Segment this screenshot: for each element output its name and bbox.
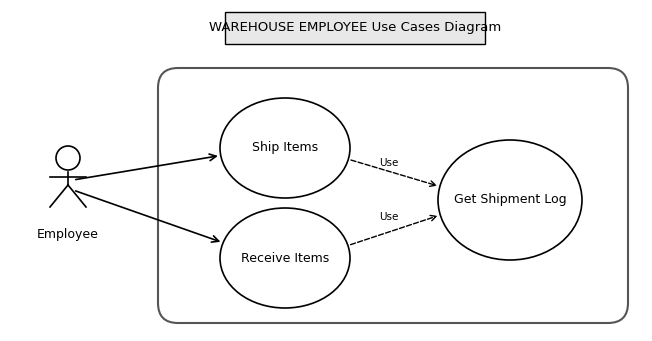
Ellipse shape xyxy=(438,140,582,260)
FancyBboxPatch shape xyxy=(225,12,485,44)
Text: Employee: Employee xyxy=(37,228,99,241)
Text: WAREHOUSE EMPLOYEE Use Cases Diagram: WAREHOUSE EMPLOYEE Use Cases Diagram xyxy=(209,21,501,34)
Text: Ship Items: Ship Items xyxy=(252,142,318,154)
Text: Receive Items: Receive Items xyxy=(241,252,329,265)
Ellipse shape xyxy=(220,208,350,308)
Circle shape xyxy=(56,146,80,170)
FancyBboxPatch shape xyxy=(158,68,628,323)
Text: Use: Use xyxy=(379,212,399,222)
Ellipse shape xyxy=(220,98,350,198)
Text: Get Shipment Log: Get Shipment Log xyxy=(454,193,567,207)
Text: Use: Use xyxy=(379,158,399,168)
